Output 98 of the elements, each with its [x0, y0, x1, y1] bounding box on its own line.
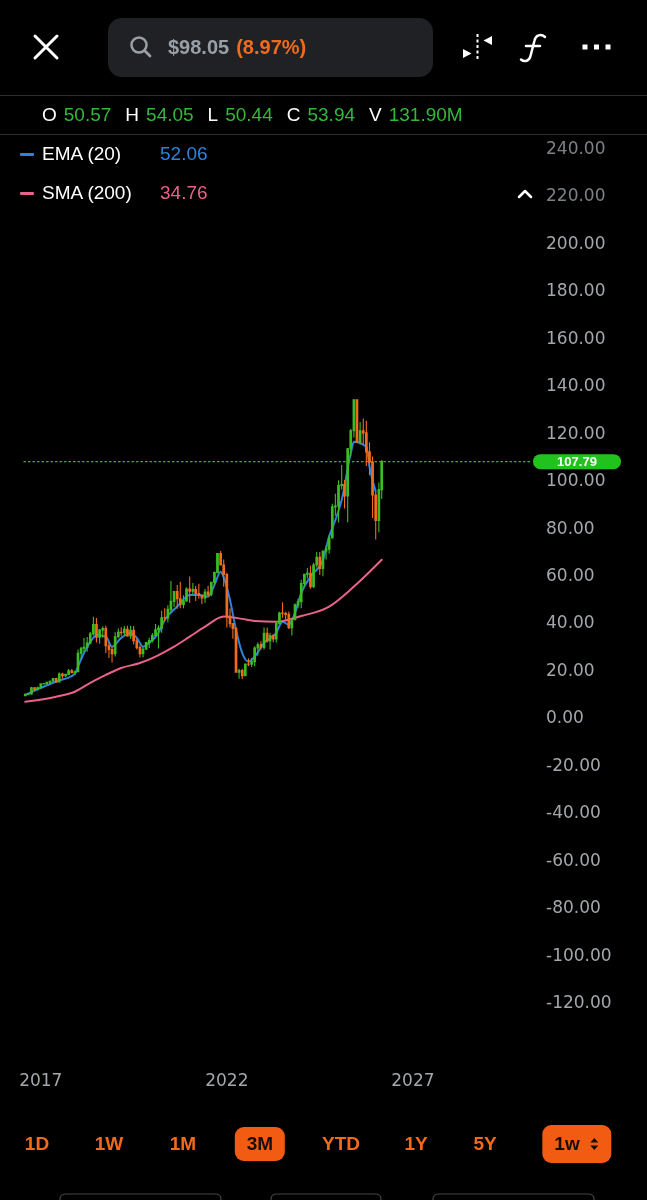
- candlestick: [98, 628, 101, 645]
- y-tick-label: 100.00: [546, 470, 606, 491]
- y-tick-label: -60.00: [546, 849, 601, 870]
- text: O: [42, 104, 57, 126]
- candlestick: [30, 686, 33, 696]
- y-tick-label: -20.00: [546, 754, 601, 775]
- candlestick: [271, 633, 275, 643]
- candlestick: [113, 631, 117, 658]
- y-tick-label: -100.00: [546, 944, 612, 965]
- candlestick: [268, 632, 272, 651]
- candlestick: [253, 645, 257, 667]
- text: 50.57: [63, 104, 112, 126]
- candlestick: [61, 672, 64, 679]
- y-tick-label: 60.00: [546, 564, 595, 585]
- x-tick-label: 2017: [19, 1069, 63, 1090]
- y-tick-label: 80.00: [546, 517, 595, 538]
- candlestick: [237, 668, 241, 680]
- candlestick: [33, 686, 36, 692]
- candlestick: [197, 583, 201, 600]
- candlestick: [265, 626, 269, 644]
- text: 1D: [24, 1132, 50, 1156]
- text: 131.90M: [388, 104, 463, 126]
- candlestick: [110, 646, 114, 664]
- line-series: [24, 558, 383, 703]
- text: 1M: [169, 1132, 197, 1156]
- button: 3M: [234, 1127, 286, 1161]
- candlestick: [70, 668, 74, 674]
- x-tick-label: 2022: [205, 1069, 249, 1090]
- candlestick: [132, 625, 135, 646]
- text: YTD: [322, 1132, 360, 1156]
- candlestick: [104, 625, 108, 654]
- y-tick-label: 20.00: [546, 659, 595, 680]
- candlestick: [119, 626, 123, 637]
- candlestick: [194, 585, 198, 602]
- candlestick: [54, 677, 58, 684]
- candlestick: [281, 601, 284, 619]
- candlestick: [309, 565, 312, 590]
- candlestick: [343, 479, 346, 510]
- candlestick: [243, 663, 247, 677]
- candlestick: [95, 617, 98, 644]
- y-tick-label: 220.00: [546, 185, 606, 206]
- y-tick-label: 140.00: [546, 375, 606, 396]
- candlestick: [129, 625, 132, 640]
- text: L: [207, 104, 219, 126]
- y-tick-label: -120.00: [546, 991, 612, 1012]
- candlestick: [178, 581, 182, 609]
- candlestick: [141, 646, 145, 659]
- candlestick: [259, 640, 263, 651]
- candlestick: [188, 575, 192, 604]
- legend-label: EMA (20): [42, 143, 123, 165]
- text: V: [369, 104, 382, 126]
- candlestick: [67, 668, 70, 676]
- text: 50.44: [225, 104, 273, 126]
- text: H: [125, 104, 140, 126]
- candlestick: [206, 585, 210, 598]
- y-tick-label: 240.00: [546, 137, 606, 158]
- line-series: [24, 440, 377, 697]
- candlestick: [163, 607, 167, 622]
- candlestick: [42, 682, 46, 686]
- candlestick: [191, 582, 195, 595]
- candlestick: [64, 673, 67, 678]
- text: 5Y: [473, 1132, 497, 1156]
- button: 1w: [542, 1125, 612, 1163]
- y-tick-label: 0.00: [546, 707, 584, 728]
- candlestick: [36, 685, 39, 691]
- text: 53.94: [307, 104, 356, 126]
- candlestick: [126, 625, 129, 638]
- annotation: 52.06: [160, 143, 208, 165]
- text: 1W: [94, 1132, 124, 1156]
- candlestick: [85, 636, 89, 653]
- candlestick: [318, 551, 322, 576]
- candlestick: [287, 610, 291, 630]
- y-tick-label: -80.00: [546, 897, 601, 918]
- y-tick-label: 40.00: [546, 612, 595, 633]
- y-tick-label: 120.00: [546, 422, 606, 443]
- text: 54.05: [146, 104, 194, 126]
- candlestick: [57, 671, 61, 684]
- candlestick: [123, 625, 126, 637]
- y-tick-label: -40.00: [546, 802, 601, 823]
- text: $98.05: [168, 35, 230, 60]
- y-tick-label: 200.00: [546, 232, 606, 253]
- candlestick: [48, 680, 52, 685]
- y-tick-label: 160.00: [546, 327, 606, 348]
- candlestick: [358, 421, 362, 446]
- text: C: [286, 104, 301, 126]
- candlestick: [240, 668, 244, 680]
- legend-label: SMA (200): [42, 182, 133, 204]
- candlestick: [247, 657, 250, 667]
- x-tick-label: 2027: [391, 1069, 435, 1090]
- candlestick: [147, 637, 151, 649]
- candlestick: [175, 584, 179, 610]
- annotation: 34.76: [160, 182, 208, 204]
- ref-line-label: 107.79: [557, 454, 597, 470]
- y-tick-label: 180.00: [546, 280, 606, 301]
- candlestick: [39, 682, 43, 689]
- text: (8.97%): [236, 35, 307, 60]
- candlestick: [203, 588, 207, 604]
- text: 1Y: [404, 1132, 428, 1156]
